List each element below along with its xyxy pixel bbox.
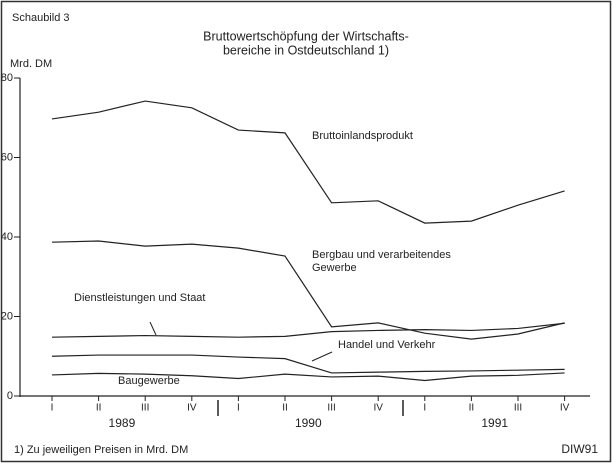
y-axis-label: Mrd. DM (10, 58, 52, 70)
source: DIW91 (561, 442, 598, 456)
series-label: Bergbau und verarbeitendes Gewerbe (312, 249, 451, 274)
y-tick-label: 60 (1, 151, 13, 163)
series-line (51, 372, 565, 382)
x-tick-label: I (51, 403, 54, 414)
x-tick-label: IV (560, 403, 570, 414)
series-label: Bruttoinlandsprodukt (312, 130, 413, 142)
x-tick-label: IV (373, 403, 383, 414)
x-tick-label: II (282, 403, 288, 414)
series-label: Dienstleistungen und Staat (74, 292, 206, 304)
x-tick-label: I (423, 403, 426, 414)
series-label: Baugewerbe (118, 375, 180, 387)
x-tick-label: IV (187, 403, 197, 414)
leader-line (311, 351, 333, 362)
y-tick-label: 40 (1, 231, 13, 243)
figure-label: Schaubild 3 (12, 12, 70, 24)
series-label: Handel und Verkehr (338, 339, 436, 351)
y-tick-label: 80 (1, 72, 13, 84)
series-line (51, 322, 565, 338)
year-label: 1991 (481, 416, 508, 430)
year-label: 1990 (295, 416, 322, 430)
x-tick-label: I (237, 403, 240, 414)
series-line (51, 100, 565, 224)
footnote: 1) Zu jeweiligen Preisen in Mrd. DM (14, 444, 188, 456)
chart-title: Bruttowertschöpfung der Wirtschafts- (203, 29, 409, 43)
series-line (51, 240, 565, 340)
year-label: 1989 (109, 416, 136, 430)
leader-line (149, 321, 157, 336)
y-tick-label: 20 (1, 310, 13, 322)
x-tick-label: II (96, 403, 102, 414)
x-tick-label: II (469, 403, 475, 414)
x-tick-label: III (327, 403, 335, 414)
x-tick-label: III (514, 403, 522, 414)
series-line (51, 354, 565, 374)
chart-title: bereiche in Ostdeutschland 1) (223, 43, 389, 57)
y-tick-label: 0 (7, 390, 13, 402)
x-tick-label: III (141, 403, 149, 414)
